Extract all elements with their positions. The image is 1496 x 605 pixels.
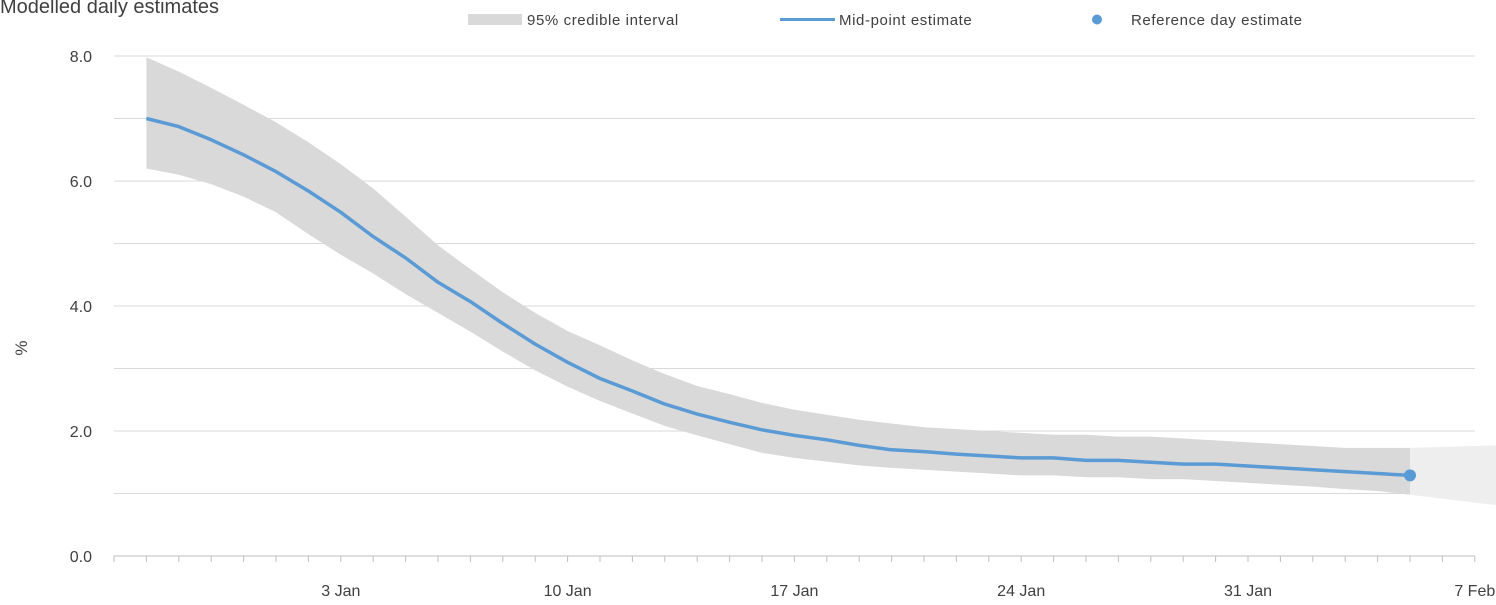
x-tick-label: 3 Jan	[321, 583, 360, 600]
x-ticks	[113, 556, 1476, 562]
legend: 95% credible interval Mid-point estimate…	[468, 12, 1303, 29]
y-tick-labels: 0.0 2.0 4.0 6.0 8.0	[70, 49, 92, 566]
x-tick-label: 10 Jan	[544, 583, 592, 600]
x-tick-label: 31 Jan	[1224, 583, 1272, 600]
midpoint-line	[145, 116, 1411, 478]
legend-midpoint-label: Mid-point estimate	[839, 12, 972, 29]
interval-bands	[146, 57, 1496, 506]
chart-subtitle: Modelled daily estimates	[0, 0, 219, 18]
x-tick-label: 7 Feb	[1454, 583, 1495, 600]
x-tick-label: 24 Jan	[997, 583, 1045, 600]
legend-interval-swatch	[468, 14, 522, 25]
y-tick-label: 0.0	[70, 549, 92, 566]
series-lines	[145, 116, 1416, 482]
y-tick-label: 8.0	[70, 49, 92, 66]
legend-reference-label: Reference day estimate	[1131, 12, 1303, 29]
credible-interval-band	[146, 57, 1410, 495]
y-axis-label: %	[12, 340, 31, 355]
y-tick-label: 2.0	[70, 424, 92, 441]
y-tick-label: 6.0	[70, 174, 92, 191]
x-tick-labels: 3 Jan 10 Jan 17 Jan 24 Jan 31 Jan 7 Feb	[321, 583, 1495, 600]
legend-reference-swatch	[1092, 14, 1102, 25]
x-tick-label: 17 Jan	[770, 583, 818, 600]
legend-interval-label: 95% credible interval	[527, 12, 679, 29]
y-tick-label: 4.0	[70, 299, 92, 316]
projected-interval-band	[1410, 445, 1496, 506]
reference-day-point	[1404, 469, 1416, 482]
